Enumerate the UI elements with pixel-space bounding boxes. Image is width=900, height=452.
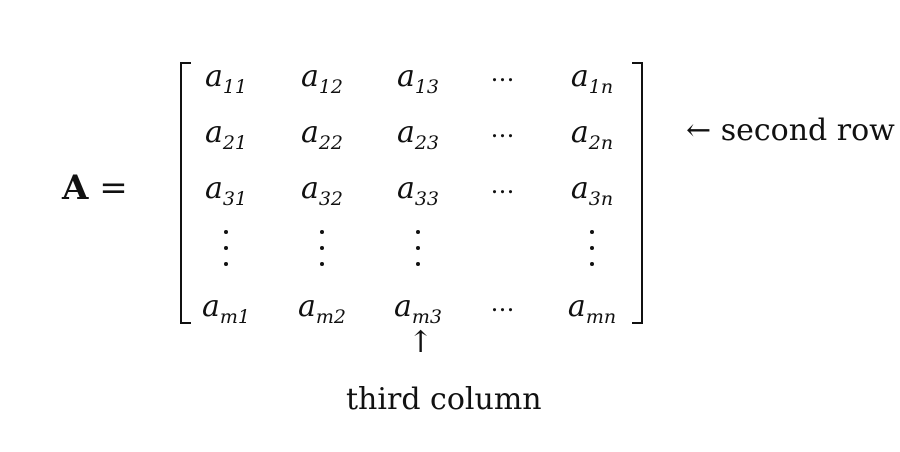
ellipsis: …: [490, 115, 518, 143]
entry-subscript: m3: [411, 306, 442, 328]
entry-subscript: 33: [414, 188, 440, 210]
vertical-ellipsis: [221, 228, 231, 272]
column-label: third column: [346, 382, 542, 417]
entry-subscript: 22: [318, 132, 344, 154]
second-row-annotation: ← second row: [686, 114, 895, 148]
matrix-entry: a22: [277, 116, 367, 160]
matrix-entry: am3: [373, 290, 463, 334]
dot: [590, 246, 594, 250]
vertical-ellipsis: [413, 228, 423, 272]
row-label: second row: [720, 113, 895, 148]
entry-subscript: 31: [222, 188, 248, 210]
entry-subscript: 21: [222, 132, 248, 154]
entry-base: a: [300, 59, 319, 94]
matrix-entry: a13: [373, 60, 463, 104]
dot: [320, 230, 324, 234]
entry-subscript: 2n: [588, 132, 614, 154]
entry-base: a: [202, 289, 220, 324]
entry-base: a: [567, 289, 586, 324]
dot: [224, 246, 228, 250]
matrix-entry: a2n: [547, 116, 637, 160]
entry-subscript: 12: [318, 76, 344, 98]
entry-subscript: mn: [585, 306, 617, 328]
entry-base: a: [298, 289, 316, 324]
entry-base: a: [204, 59, 223, 94]
entry-subscript: 23: [414, 132, 440, 154]
entry-base: a: [300, 171, 319, 206]
matrix-entry: a12: [277, 60, 367, 104]
dot: [320, 262, 324, 266]
matrix-entry: am2: [277, 290, 367, 334]
matrix-lhs: A =: [62, 168, 128, 208]
dot: [224, 262, 228, 266]
matrix-entry: a23: [373, 116, 463, 160]
vertical-ellipsis: [587, 228, 597, 272]
matrix-entry: a3n: [547, 172, 637, 216]
entry-base: a: [570, 171, 589, 206]
matrix-entry: a21: [181, 116, 271, 160]
entry-subscript: 1n: [588, 76, 614, 98]
entry-subscript: 3n: [588, 188, 614, 210]
matrix-entry: a32: [277, 172, 367, 216]
entry-base: a: [570, 115, 589, 150]
entry-base: a: [396, 171, 415, 206]
dot: [590, 262, 594, 266]
matrix-entry: am1: [181, 290, 271, 334]
dot: [416, 246, 420, 250]
entry-base: a: [204, 115, 223, 150]
equals-sign: =: [99, 168, 128, 208]
matrix-entry: a33: [373, 172, 463, 216]
dot: [590, 230, 594, 234]
entry-subscript: 13: [414, 76, 440, 98]
left-bracket: [180, 62, 191, 324]
entry-base: a: [204, 171, 223, 206]
matrix-entry: a1n: [547, 60, 637, 104]
matrix-entry: a31: [181, 172, 271, 216]
entry-base: a: [396, 115, 415, 150]
dot: [224, 230, 228, 234]
entry-base: a: [396, 59, 415, 94]
ellipsis: …: [490, 289, 518, 317]
entry-subscript: m2: [315, 306, 346, 328]
ellipsis: …: [490, 59, 518, 87]
ellipsis: …: [490, 171, 518, 199]
entry-subscript: 32: [318, 188, 344, 210]
entry-base: a: [300, 115, 319, 150]
dot: [416, 262, 420, 266]
entry-subscript: 11: [222, 76, 248, 98]
matrix-entry: amn: [547, 290, 637, 334]
dot: [320, 246, 324, 250]
matrix-entry: a11: [181, 60, 271, 104]
vertical-ellipsis: [317, 228, 327, 272]
entry-base: a: [570, 59, 589, 94]
left-arrow-icon: ←: [686, 113, 712, 148]
entry-base: a: [394, 289, 412, 324]
up-arrow-icon: ↑: [408, 325, 434, 360]
right-bracket: [632, 62, 643, 324]
entry-subscript: m1: [219, 306, 250, 328]
dot: [416, 230, 420, 234]
matrix-symbol: A: [62, 168, 89, 208]
